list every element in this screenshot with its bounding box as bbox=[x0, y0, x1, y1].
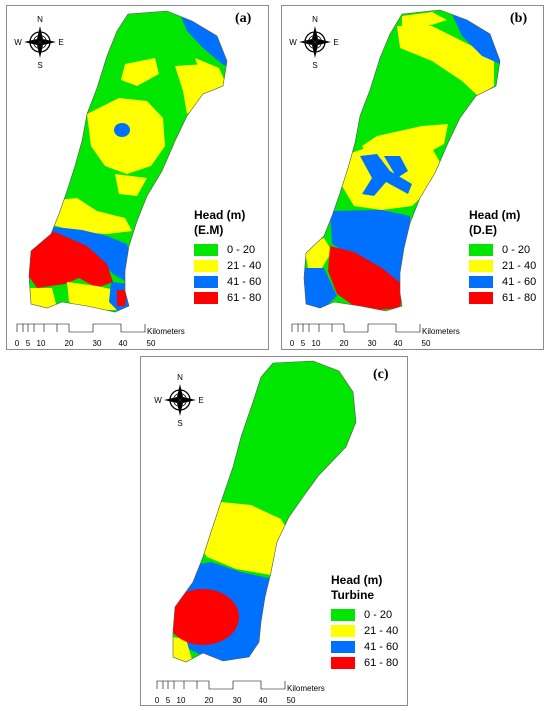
legend-item: 61 - 80 bbox=[331, 655, 398, 671]
legend-item: 0 - 20 bbox=[331, 607, 398, 623]
scale-tick-30: 30 bbox=[233, 696, 242, 705]
panel-tag-b: (b) bbox=[510, 11, 528, 26]
compass-e-label: E bbox=[58, 38, 63, 47]
compass-rose-icon: N S E W bbox=[14, 15, 63, 70]
scale-bar: 0 5 10 20 30 40 50 Kilometers bbox=[15, 323, 185, 348]
scale-tick-40: 40 bbox=[119, 339, 128, 348]
panel-tag-a: (a) bbox=[235, 11, 252, 26]
legend-swatch bbox=[194, 244, 218, 256]
scale-tick-20: 20 bbox=[205, 696, 214, 705]
legend-item: 41 - 60 bbox=[469, 274, 536, 290]
scale-bar: 0 5 10 20 30 40 50 Kilometers bbox=[290, 323, 460, 348]
map-canvas-b: N S E W 0 5 10 20 30 40 50 Kilometers bbox=[289, 9, 501, 348]
scale-tick-5: 5 bbox=[301, 339, 306, 348]
legend-item: 41 - 60 bbox=[331, 639, 398, 655]
scale-tick-40: 40 bbox=[259, 696, 268, 705]
legend-subtitle: Turbine bbox=[331, 588, 375, 602]
legend-label: 61 - 80 bbox=[227, 292, 262, 304]
legend-label: 0 - 20 bbox=[227, 244, 256, 256]
legend-label: 0 - 20 bbox=[364, 609, 393, 621]
legend-swatch bbox=[331, 609, 355, 621]
scale-tick-10: 10 bbox=[312, 339, 321, 348]
legend-item: 21 - 40 bbox=[469, 258, 536, 274]
legend-c: Head (m) Turbine 0 - 20 21 - 40 41 - 60 … bbox=[331, 573, 398, 671]
compass-n-label: N bbox=[312, 15, 318, 24]
compass-e-label: E bbox=[198, 396, 203, 405]
legend-swatch bbox=[469, 260, 493, 272]
compass-rose-icon: N S E W bbox=[289, 15, 338, 70]
legend-label: 41 - 60 bbox=[364, 641, 399, 653]
legend-item: 0 - 20 bbox=[469, 242, 536, 258]
legend-swatch bbox=[331, 641, 355, 653]
compass-w-label: W bbox=[14, 38, 22, 47]
legend-item: 61 - 80 bbox=[194, 290, 261, 306]
scale-unit: Kilometers bbox=[147, 327, 185, 336]
legend-swatch bbox=[194, 260, 218, 272]
scale-tick-50: 50 bbox=[287, 696, 296, 705]
compass-rose-icon: N S E W bbox=[154, 373, 203, 428]
legend-title: Head (m) bbox=[331, 573, 383, 587]
legend-item: 0 - 20 bbox=[194, 242, 261, 258]
legend-swatch bbox=[469, 276, 493, 288]
scale-tick-50: 50 bbox=[147, 339, 156, 348]
legend-label: 21 - 40 bbox=[502, 260, 537, 272]
scale-tick-30: 30 bbox=[93, 339, 102, 348]
scale-tick-0: 0 bbox=[15, 339, 20, 348]
compass-n-label: N bbox=[177, 373, 183, 382]
legend-label: 61 - 80 bbox=[364, 657, 399, 669]
scale-unit: Kilometers bbox=[422, 327, 460, 336]
legend-label: 41 - 60 bbox=[502, 276, 537, 288]
scale-tick-10: 10 bbox=[37, 339, 46, 348]
legend-title: Head (m) bbox=[194, 208, 246, 222]
scale-tick-0: 0 bbox=[155, 696, 160, 705]
scale-unit: Kilometers bbox=[287, 684, 325, 693]
scale-bar: 0 5 10 20 30 40 50 Kilometers bbox=[155, 680, 325, 705]
panel-tag-c: (c) bbox=[373, 367, 389, 382]
compass-n-label: N bbox=[37, 15, 43, 24]
map-canvas-a: N S E W 0 5 10 20 30 40 50 Kilometers bbox=[14, 10, 228, 348]
legend-item: 21 - 40 bbox=[331, 623, 398, 639]
legend-swatch bbox=[331, 625, 355, 637]
scale-tick-20: 20 bbox=[65, 339, 74, 348]
legend-subtitle: (E.M) bbox=[194, 223, 224, 237]
scale-tick-5: 5 bbox=[26, 339, 31, 348]
legend-label: 21 - 40 bbox=[364, 625, 399, 637]
compass-e-label: E bbox=[333, 38, 338, 47]
legend-subtitle: (D.E) bbox=[469, 223, 497, 237]
legend-swatch bbox=[469, 292, 493, 304]
scale-tick-5: 5 bbox=[166, 696, 171, 705]
legend-a: Head (m) (E.M) 0 - 20 21 - 40 41 - 60 61… bbox=[194, 208, 261, 306]
scale-tick-40: 40 bbox=[394, 339, 403, 348]
legend-swatch bbox=[194, 276, 218, 288]
legend-title: Head (m) bbox=[469, 208, 521, 222]
legend-swatch bbox=[331, 657, 355, 669]
legend-label: 61 - 80 bbox=[502, 292, 537, 304]
map-canvas-c: N S E W 0 5 10 20 30 40 50 Kilometers bbox=[154, 360, 357, 705]
legend-swatch bbox=[469, 244, 493, 256]
legend-label: 41 - 60 bbox=[227, 276, 262, 288]
legend-item: 41 - 60 bbox=[194, 274, 261, 290]
legend-b: Head (m) (D.E) 0 - 20 21 - 40 41 - 60 61… bbox=[469, 208, 536, 306]
legend-label: 0 - 20 bbox=[502, 244, 531, 256]
scale-tick-30: 30 bbox=[368, 339, 377, 348]
legend-swatch bbox=[194, 292, 218, 304]
scale-tick-20: 20 bbox=[340, 339, 349, 348]
scale-tick-0: 0 bbox=[290, 339, 295, 348]
map-panel-a: N S E W 0 5 10 20 30 40 50 Kilometers (a… bbox=[6, 5, 269, 350]
map-panel-b: N S E W 0 5 10 20 30 40 50 Kilometers (b… bbox=[281, 5, 544, 350]
legend-item: 61 - 80 bbox=[469, 290, 536, 306]
legend-item: 21 - 40 bbox=[194, 258, 261, 274]
compass-w-label: W bbox=[154, 396, 162, 405]
compass-s-label: S bbox=[177, 419, 182, 428]
compass-s-label: S bbox=[37, 61, 42, 70]
compass-s-label: S bbox=[312, 61, 317, 70]
map-panel-c: N S E W 0 5 10 20 30 40 50 Kilometers (c… bbox=[140, 356, 408, 706]
legend-label: 21 - 40 bbox=[227, 260, 262, 272]
scale-tick-50: 50 bbox=[422, 339, 431, 348]
scale-tick-10: 10 bbox=[177, 696, 186, 705]
compass-w-label: W bbox=[289, 38, 297, 47]
